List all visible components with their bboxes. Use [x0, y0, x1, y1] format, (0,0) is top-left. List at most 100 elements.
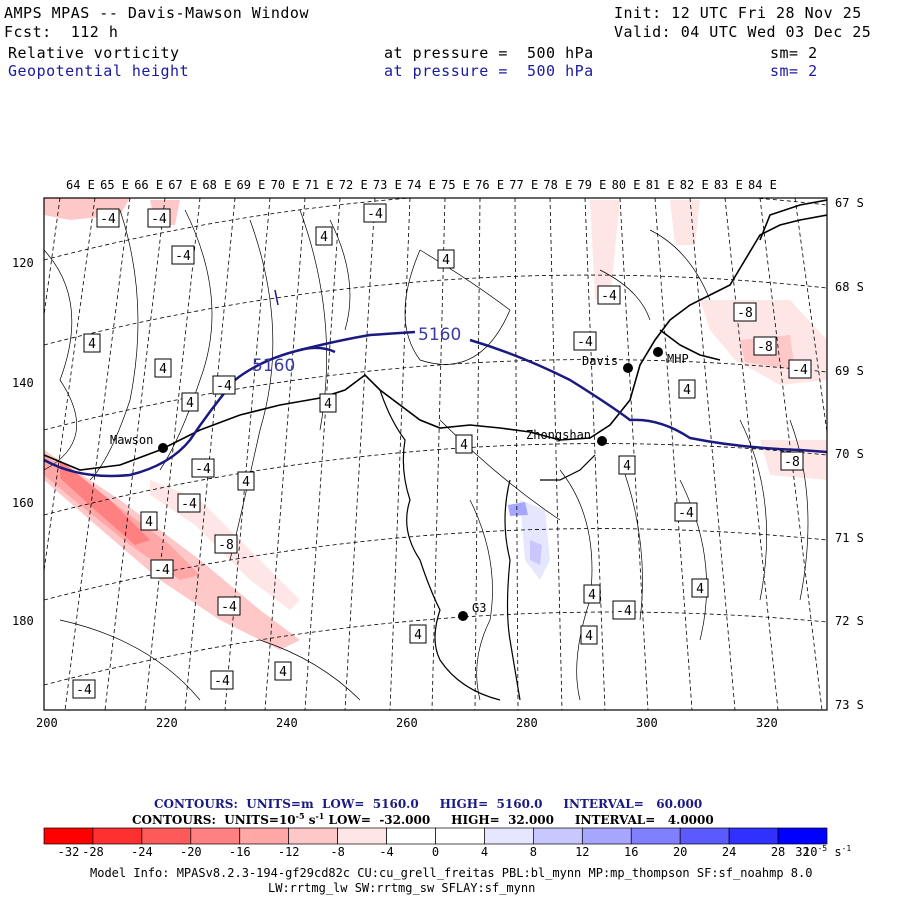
vorticity-contour-label: -4	[96, 208, 120, 228]
vorticity-label-text: 4	[696, 582, 704, 597]
colorbar-swatch	[484, 827, 534, 845]
vorticity-contour-label: -4	[177, 493, 201, 513]
vorticity-contour-label: 4	[618, 455, 636, 475]
height-contour-label: 5160	[418, 325, 461, 345]
colorbar-swatch	[288, 827, 338, 845]
vorticity-label-box	[274, 661, 292, 681]
lon-label: 82 E	[680, 178, 709, 192]
y-axis-labels: 120 140 160 180	[12, 256, 34, 628]
vorticity-label-box	[72, 679, 96, 699]
colorbar-tick-labels: -32 -28 -24 -20 -16 -12 -8 -4 0 4 8 12 16 20 24 28 32	[58, 845, 810, 859]
model-info-line2: LW:rrtmg_lw SW:rrtmg_sw SFLAY:sf_mynn	[268, 881, 536, 895]
vorticity-contour-label: 4	[455, 434, 473, 454]
vorticity-contour-label: -4	[597, 285, 621, 305]
station-dot-zhongshan	[597, 436, 607, 446]
colorbar-swatch	[728, 827, 779, 845]
height-contour-info: CONTOURS: UNITS=m LOW= 5160.0 HIGH= 5160…	[154, 797, 702, 811]
y-tick-label: 160	[12, 496, 34, 510]
station-label-mawson: Mawson	[110, 433, 153, 447]
vorticity-contour-label: 4	[437, 249, 455, 269]
x-tick-label: 300	[636, 716, 658, 730]
lon-label: 67 E	[168, 178, 197, 192]
vorticity-contour-label: 4	[691, 578, 709, 598]
vorticity-label-box	[580, 625, 598, 645]
vorticity-contour-units-exp: -5	[295, 811, 305, 821]
vorticity-contour-labels: -4 -4 -4 -4 4 4 4 4 -4 4 4 -4 4 -8 -8 -4 -4 4 -4 4 4 -8 -4 4 -4 -…	[72, 203, 812, 699]
vorticity-label-box	[171, 245, 195, 265]
colorbar-tick-label: 20	[673, 845, 687, 859]
vorticity-label-text: -8	[757, 340, 773, 355]
field2-name: Geopotential height	[8, 62, 190, 80]
vorticity-contour-label: 4	[409, 624, 427, 644]
vorticity-label-box	[409, 624, 427, 644]
map-frame	[43, 197, 828, 711]
colorbar-tick-label: -16	[229, 845, 251, 859]
lon-label: 76 E	[475, 178, 504, 192]
vorticity-label-text: -4	[616, 604, 632, 619]
vorticity-label-text: -4	[181, 497, 197, 512]
height-contour-5160	[299, 346, 336, 354]
coastline	[44, 199, 827, 471]
vorticity-contour-label: -8	[733, 302, 757, 322]
field2-level: at pressure = 500 hPa	[384, 62, 594, 80]
vorticity-label-box	[237, 471, 255, 491]
vorticity-label-box	[147, 208, 171, 228]
vorticity-label-box	[83, 333, 101, 353]
vorticity-label-text: 4	[585, 629, 593, 644]
vorticity-label-box	[618, 455, 636, 475]
colorbar-swatch	[581, 827, 632, 845]
shade-positive-vorticity	[508, 502, 528, 516]
lon-label: 72 E	[339, 178, 368, 192]
vorticity-label-box	[217, 596, 241, 616]
vorticity-label-box	[96, 208, 120, 228]
vorticity-contour-label: -4	[210, 670, 234, 690]
vorticity-label-text: 4	[324, 397, 332, 412]
vorticity-contour-label: 4	[140, 511, 158, 531]
vorticity-label-box	[191, 458, 215, 478]
vorticity-label-box	[455, 434, 473, 454]
init-time: Init: 12 UTC Fri 28 Nov 25	[614, 4, 862, 22]
colorbar-tick-label: -8	[330, 845, 344, 859]
vorticity-contour-label: -8	[214, 534, 238, 554]
vorticity-contour-label: -4	[674, 502, 698, 522]
station-dot-g3	[458, 611, 468, 621]
field1-name: Relative vorticity	[8, 44, 180, 62]
colorbar-tick-label: -20	[180, 845, 202, 859]
colorbar-swatch	[679, 827, 730, 845]
vorticity-label-text: 4	[460, 438, 468, 453]
shade-positive-vorticity	[520, 500, 550, 580]
vorticity-label-box	[573, 331, 597, 351]
field2-smoothing: sm= 2	[770, 62, 818, 80]
colorbar-tick-label: 0	[432, 845, 439, 859]
vorticity-contour-label: -4	[72, 679, 96, 699]
colorbar-tick-label: -24	[131, 845, 153, 859]
vorticity-contour-label: -4	[191, 458, 215, 478]
vorticity-label-box	[212, 375, 236, 395]
vorticity-contour-high: HIGH= 32.000	[451, 813, 554, 827]
field1-smoothing: sm= 2	[770, 44, 818, 62]
lon-label: 64 E	[66, 178, 95, 192]
colorbar-tick-label: 4	[481, 845, 488, 859]
vorticity-label-text: 4	[159, 362, 167, 377]
colorbar-unit-exp: -5	[817, 844, 827, 853]
shade-negative-vorticity	[670, 200, 700, 245]
vorticity-label-text: -4	[175, 249, 191, 264]
colorbar: -32 -28 -24 -20 -16 -12 -8 -4 0 4 8 12 16 20 24 28 32 10…	[43, 827, 851, 859]
lat-label: 71 S	[835, 531, 864, 545]
vorticity-label-text: -4	[151, 212, 167, 227]
vorticity-label-box	[583, 584, 601, 604]
vorticity-label-text: 4	[588, 588, 596, 603]
vorticity-label-box	[612, 600, 636, 620]
vorticity-label-box	[674, 502, 698, 522]
lat-label: 67 S	[835, 196, 864, 210]
vorticity-contour-label: 4	[237, 471, 255, 491]
x-axis-labels: 200 220 240 260 280 300 320	[36, 716, 778, 730]
vorticity-label-text: -8	[218, 538, 234, 553]
colorbar-swatch	[190, 827, 241, 845]
lat-label: 72 S	[835, 614, 864, 628]
vorticity-contour-label: -4	[788, 359, 812, 379]
colorbar-swatch	[92, 827, 143, 845]
colorbar-swatch	[435, 827, 485, 845]
vorticity-contour-label: -8	[780, 451, 804, 471]
vorticity-label-box	[678, 379, 696, 399]
